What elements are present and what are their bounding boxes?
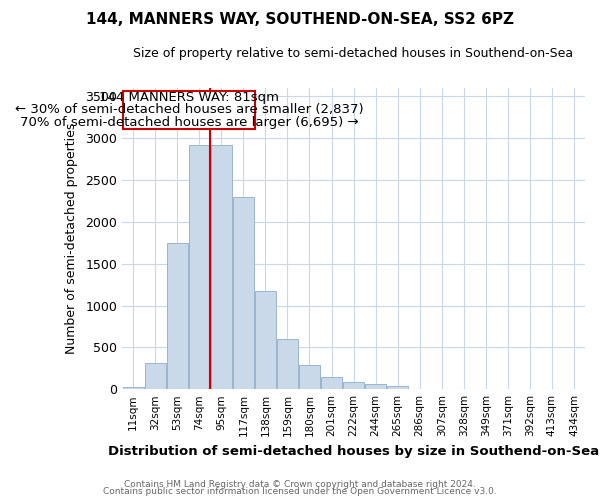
- Bar: [211, 145, 232, 389]
- Bar: [189, 145, 210, 389]
- Bar: [233, 197, 254, 389]
- Bar: [277, 339, 298, 389]
- Text: Contains public sector information licensed under the Open Government Licence v3: Contains public sector information licen…: [103, 488, 497, 496]
- Bar: [365, 384, 386, 389]
- Bar: [387, 386, 408, 389]
- Bar: [145, 364, 166, 389]
- Text: 144, MANNERS WAY, SOUTHEND-ON-SEA, SS2 6PZ: 144, MANNERS WAY, SOUTHEND-ON-SEA, SS2 6…: [86, 12, 514, 28]
- Y-axis label: Number of semi-detached properties: Number of semi-detached properties: [65, 123, 79, 354]
- Bar: [343, 382, 364, 389]
- Bar: [299, 365, 320, 389]
- Text: ← 30% of semi-detached houses are smaller (2,837): ← 30% of semi-detached houses are smalle…: [14, 104, 364, 117]
- Text: 70% of semi-detached houses are larger (6,695) →: 70% of semi-detached houses are larger (…: [20, 116, 358, 129]
- Bar: [122, 386, 143, 389]
- Bar: [167, 243, 188, 389]
- Bar: [321, 378, 342, 389]
- FancyBboxPatch shape: [122, 92, 256, 128]
- Text: 144 MANNERS WAY: 81sqm: 144 MANNERS WAY: 81sqm: [99, 91, 279, 104]
- Text: Contains HM Land Registry data © Crown copyright and database right 2024.: Contains HM Land Registry data © Crown c…: [124, 480, 476, 489]
- X-axis label: Distribution of semi-detached houses by size in Southend-on-Sea: Distribution of semi-detached houses by …: [108, 444, 599, 458]
- Bar: [255, 292, 276, 389]
- Title: Size of property relative to semi-detached houses in Southend-on-Sea: Size of property relative to semi-detach…: [133, 48, 574, 60]
